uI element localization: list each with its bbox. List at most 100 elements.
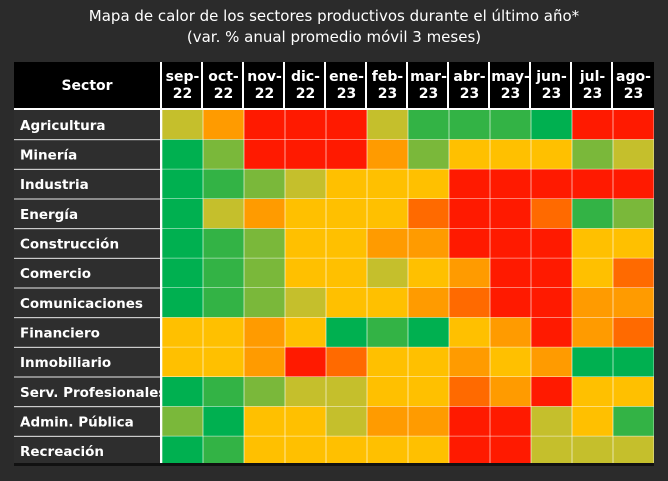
heatmap-cell xyxy=(244,436,285,466)
column-divider xyxy=(202,110,204,466)
heatmap-cell xyxy=(490,317,531,348)
heatmap-cell xyxy=(490,436,531,466)
heatmap-cell xyxy=(531,288,572,318)
heatmap-cell xyxy=(490,110,531,140)
heatmap-cell xyxy=(613,139,654,170)
row-label: Inmobiliario xyxy=(20,355,111,371)
heatmap-cell xyxy=(162,436,203,466)
column-header: mar-23 xyxy=(410,69,447,102)
heatmap-cell xyxy=(449,199,490,229)
header-separator xyxy=(160,62,162,108)
heatmap-cell xyxy=(162,169,203,199)
heatmap-cell xyxy=(326,110,367,140)
heatmap-cell xyxy=(285,347,326,377)
heatmap-cell xyxy=(244,199,285,229)
heatmap-cell xyxy=(490,347,531,377)
column-header: nov-22 xyxy=(247,69,282,102)
heatmap-cell xyxy=(285,317,326,348)
heatmap-cell xyxy=(408,436,449,466)
column-header-line: nov- xyxy=(247,69,282,85)
heatmap-cell xyxy=(572,317,613,348)
column-header: jul-23 xyxy=(579,69,606,102)
header-separator xyxy=(365,62,367,108)
heatmap-cell xyxy=(162,139,203,170)
heatmap-cell xyxy=(408,406,449,437)
heatmap-cell xyxy=(203,139,244,170)
heatmap-cell xyxy=(572,258,613,288)
heatmap-cell xyxy=(449,406,490,437)
heatmap-cell xyxy=(572,199,613,229)
heatmap-cell xyxy=(572,169,613,199)
column-header-line: 23 xyxy=(501,86,520,102)
header-separator xyxy=(283,62,285,108)
heatmap-cell xyxy=(203,110,244,140)
heatmap-cell xyxy=(449,110,490,140)
heatmap-cell xyxy=(203,436,244,466)
column-divider xyxy=(407,110,409,466)
column-header-line: may- xyxy=(491,69,530,85)
header-background xyxy=(14,62,654,108)
row-label: Energía xyxy=(20,207,78,223)
heatmap-cell xyxy=(449,436,490,466)
heatmap-cell xyxy=(613,228,654,259)
heatmap-cell xyxy=(490,199,531,229)
heatmap-cell xyxy=(367,288,408,318)
column-header-line: oct- xyxy=(208,69,239,85)
heatmap-cell xyxy=(244,317,285,348)
header-separator xyxy=(529,62,531,108)
heatmap-cell xyxy=(326,199,367,229)
header-separator xyxy=(324,62,326,108)
heatmap-cell xyxy=(367,317,408,348)
row-label: Agricultura xyxy=(20,118,105,134)
row-divider xyxy=(14,257,654,259)
heatmap-cell xyxy=(572,139,613,170)
heatmap-cell xyxy=(285,110,326,140)
heatmap-cell xyxy=(326,258,367,288)
heatmap-cell xyxy=(449,288,490,318)
heatmap-cell xyxy=(203,199,244,229)
heatmap-cell xyxy=(367,169,408,199)
column-divider xyxy=(653,110,654,466)
column-header-line: 23 xyxy=(460,86,479,102)
heatmap-cell xyxy=(367,110,408,140)
column-header-line: sep- xyxy=(166,69,200,85)
row-label: Construcción xyxy=(20,237,119,253)
column-header-line: jul- xyxy=(579,69,606,85)
heatmap-cell xyxy=(572,406,613,437)
heatmap-cell xyxy=(449,347,490,377)
heatmap-cell xyxy=(613,199,654,229)
heatmap-cell xyxy=(613,288,654,318)
heatmap-cell xyxy=(285,436,326,466)
column-divider xyxy=(366,110,368,466)
header-separator xyxy=(406,62,408,108)
heatmap-cell xyxy=(162,347,203,377)
column-header-line: feb- xyxy=(372,69,404,85)
heatmap-cell xyxy=(285,228,326,259)
header-separator xyxy=(447,62,449,108)
heatmap-cell xyxy=(531,139,572,170)
heatmap-cell xyxy=(449,317,490,348)
heatmap-cell xyxy=(408,199,449,229)
heatmap-cell xyxy=(203,169,244,199)
header-separator xyxy=(242,62,244,108)
chart-subtitle: (var. % anual promedio móvil 3 meses) xyxy=(186,28,482,46)
heatmap-cell xyxy=(449,169,490,199)
column-header-line: 22 xyxy=(296,86,315,102)
heatmap-cell xyxy=(244,377,285,407)
heatmap-cell xyxy=(367,347,408,377)
heatmap-cell xyxy=(531,377,572,407)
heatmap-cell xyxy=(572,288,613,318)
heatmap-cell xyxy=(285,139,326,170)
column-header-line: 22 xyxy=(255,86,274,102)
column-header-line: 23 xyxy=(624,86,643,102)
column-divider xyxy=(489,110,491,466)
heatmap-cell xyxy=(531,228,572,259)
heatmap-cell xyxy=(244,406,285,437)
heatmap-cell xyxy=(490,288,531,318)
heatmap-cell xyxy=(244,110,285,140)
heatmap-cell xyxy=(572,377,613,407)
heatmap-cell xyxy=(408,110,449,140)
row-label: Serv. Profesionales xyxy=(20,385,166,401)
heatmap-cell xyxy=(572,228,613,259)
heatmap-cell xyxy=(367,139,408,170)
